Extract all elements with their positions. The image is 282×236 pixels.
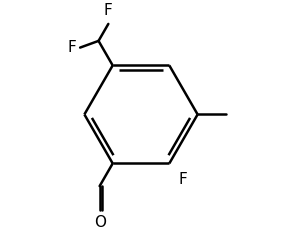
Text: O: O — [94, 215, 106, 231]
Text: F: F — [104, 4, 113, 18]
Text: F: F — [178, 172, 187, 187]
Text: F: F — [67, 40, 76, 55]
